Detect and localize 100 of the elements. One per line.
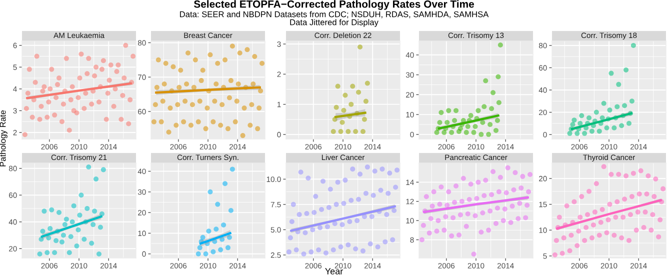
- point: [68, 234, 74, 240]
- point: [301, 251, 306, 256]
- point: [636, 191, 642, 196]
- point: [480, 210, 486, 216]
- point: [524, 202, 530, 208]
- point: [52, 112, 58, 118]
- point: [578, 120, 583, 126]
- point: [89, 102, 94, 107]
- point: [452, 200, 458, 205]
- point: [369, 214, 374, 220]
- point: [635, 210, 640, 215]
- point: [78, 52, 84, 57]
- point: [24, 106, 29, 112]
- point: [382, 239, 388, 244]
- point: [567, 248, 572, 254]
- point: [634, 228, 639, 233]
- point: [342, 92, 348, 98]
- point: [76, 227, 81, 232]
- point: [76, 95, 81, 100]
- point: [48, 86, 53, 92]
- text: Data Jittered for Display: [290, 19, 378, 27]
- point: [310, 227, 316, 232]
- point: [353, 246, 358, 252]
- point: [612, 125, 617, 130]
- point: [426, 230, 432, 236]
- point: [40, 228, 46, 234]
- point: [106, 78, 112, 83]
- point: [100, 167, 106, 172]
- point: [516, 216, 521, 222]
- point: [37, 251, 42, 256]
- point: [42, 84, 47, 90]
- point: [363, 190, 368, 196]
- point: [594, 181, 599, 186]
- point: [449, 130, 454, 135]
- point: [346, 242, 351, 248]
- point: [332, 221, 338, 226]
- point: [424, 194, 429, 200]
- point: [360, 248, 366, 254]
- point: [570, 122, 576, 128]
- point: [313, 194, 318, 199]
- point: [494, 206, 500, 211]
- point: [196, 119, 201, 124]
- point: [66, 128, 72, 133]
- point: [466, 196, 472, 202]
- point: [616, 82, 622, 87]
- point: [320, 178, 326, 184]
- point: [526, 189, 532, 194]
- point: [483, 78, 488, 84]
- point: [230, 166, 235, 172]
- point: [488, 208, 493, 214]
- point: [318, 225, 323, 230]
- point: [608, 172, 614, 177]
- point: [446, 108, 452, 114]
- point: [197, 98, 202, 104]
- point: [330, 128, 336, 134]
- point: [561, 235, 566, 240]
- point: [208, 52, 213, 58]
- point: [494, 118, 500, 124]
- point: [206, 228, 212, 234]
- point: [574, 243, 580, 248]
- point: [454, 108, 459, 114]
- point: [290, 202, 296, 207]
- point: [319, 206, 324, 212]
- point: [298, 170, 304, 175]
- point: [92, 208, 98, 214]
- point: [215, 60, 220, 66]
- point: [116, 62, 121, 68]
- point: [34, 54, 40, 59]
- point: [104, 116, 109, 122]
- point: [248, 122, 253, 128]
- point: [151, 119, 156, 124]
- point: [37, 116, 42, 122]
- point: [225, 126, 230, 132]
- point: [458, 212, 463, 218]
- point: [459, 198, 464, 204]
- point: [120, 92, 126, 98]
- point: [364, 164, 370, 170]
- point: [82, 236, 87, 242]
- point: [324, 224, 330, 230]
- point: [222, 181, 228, 186]
- point: [496, 100, 502, 106]
- point: [347, 219, 352, 224]
- point: [486, 132, 492, 137]
- point: [242, 106, 247, 111]
- point: [114, 68, 120, 74]
- point: [619, 123, 624, 128]
- point: [360, 128, 366, 134]
- point: [482, 193, 487, 198]
- point: [358, 172, 363, 177]
- point: [437, 202, 442, 207]
- point: [502, 206, 508, 212]
- point: [604, 125, 610, 130]
- point: [386, 190, 391, 196]
- point: [567, 130, 572, 136]
- point: [592, 210, 598, 215]
- point: [175, 102, 180, 108]
- point: [350, 84, 356, 89]
- point: [126, 121, 132, 126]
- point: [468, 113, 474, 118]
- point: [203, 126, 208, 132]
